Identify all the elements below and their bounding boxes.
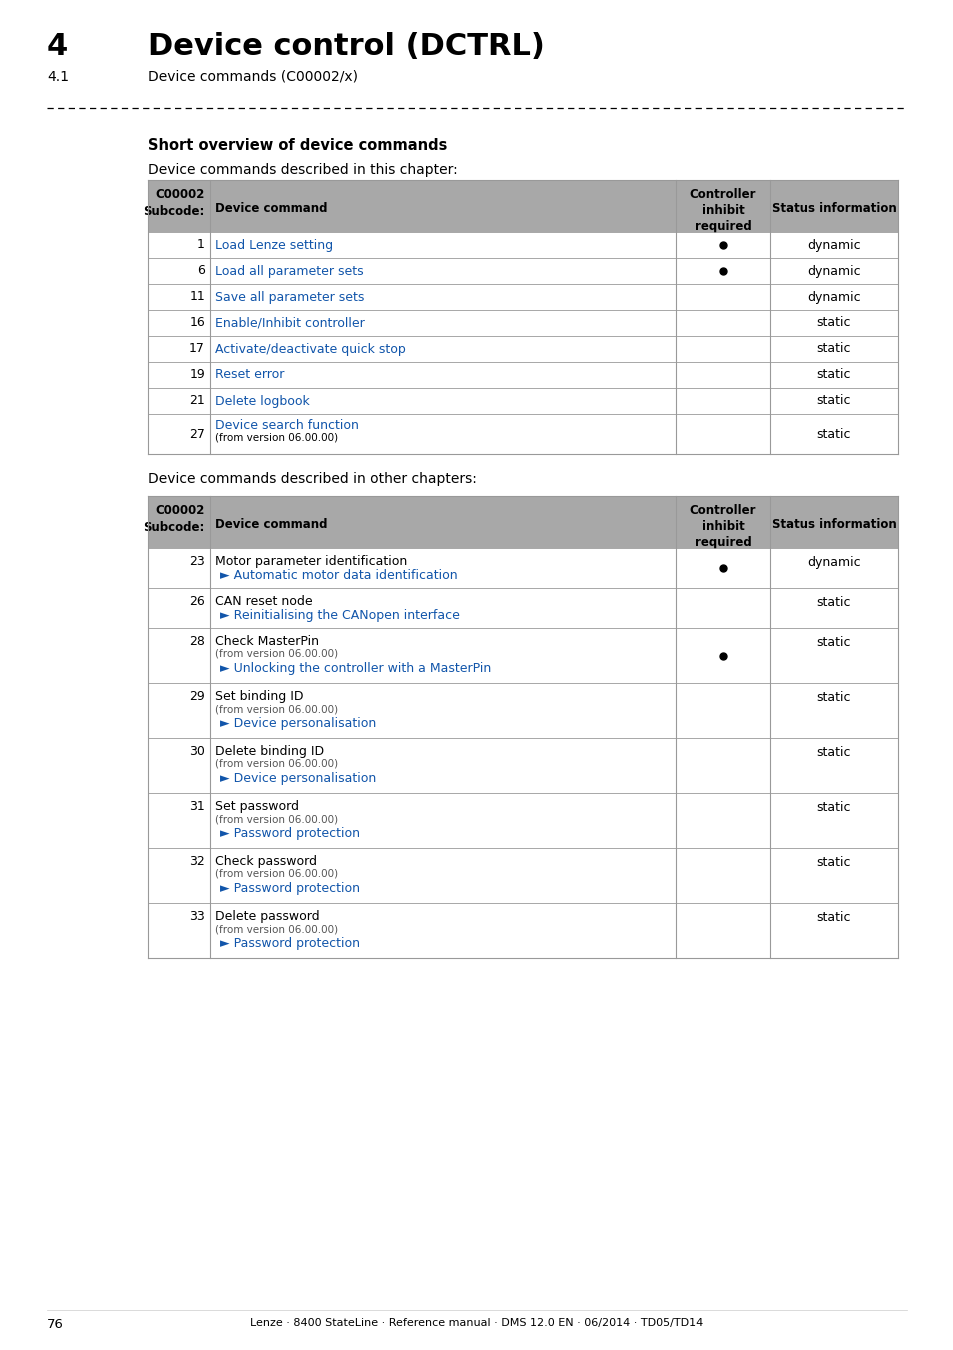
Text: ► Automatic motor data identification: ► Automatic motor data identification bbox=[220, 568, 457, 582]
Text: Delete logbook: Delete logbook bbox=[214, 394, 310, 408]
Text: Check MasterPin: Check MasterPin bbox=[214, 634, 318, 648]
Text: (from version 06.00.00): (from version 06.00.00) bbox=[214, 649, 337, 659]
Text: static: static bbox=[816, 691, 850, 703]
Text: ► Device personalisation: ► Device personalisation bbox=[220, 717, 375, 730]
Text: (from version 06.00.00): (from version 06.00.00) bbox=[214, 433, 337, 443]
Text: dynamic: dynamic bbox=[806, 265, 860, 278]
Text: (from version 06.00.00): (from version 06.00.00) bbox=[214, 814, 337, 824]
Text: dynamic: dynamic bbox=[806, 556, 860, 568]
Text: dynamic: dynamic bbox=[806, 239, 860, 251]
Text: Device commands (C00002/x): Device commands (C00002/x) bbox=[148, 70, 357, 84]
Text: Device commands described in this chapter:: Device commands described in this chapte… bbox=[148, 163, 457, 177]
Text: static: static bbox=[816, 316, 850, 329]
Text: Short overview of device commands: Short overview of device commands bbox=[148, 138, 447, 153]
Text: Check password: Check password bbox=[214, 855, 316, 868]
Text: 27: 27 bbox=[189, 428, 205, 440]
Text: 29: 29 bbox=[189, 690, 205, 703]
Text: 76: 76 bbox=[47, 1318, 64, 1331]
Text: (from version 06.00.00): (from version 06.00.00) bbox=[214, 923, 337, 934]
Text: Save all parameter sets: Save all parameter sets bbox=[214, 290, 364, 304]
Text: Enable/Inhibit controller: Enable/Inhibit controller bbox=[214, 316, 364, 329]
Text: static: static bbox=[816, 428, 850, 440]
Text: static: static bbox=[816, 747, 850, 759]
Text: 19: 19 bbox=[189, 369, 205, 382]
Bar bbox=[148, 495, 897, 548]
Text: C00002
Subcode:: C00002 Subcode: bbox=[144, 504, 205, 535]
Text: Controller
inhibit
required: Controller inhibit required bbox=[689, 504, 756, 549]
Text: static: static bbox=[816, 636, 850, 649]
Text: static: static bbox=[816, 911, 850, 923]
Text: Delete binding ID: Delete binding ID bbox=[214, 745, 324, 757]
Text: static: static bbox=[816, 856, 850, 869]
Text: 4.1: 4.1 bbox=[47, 70, 69, 84]
Text: ► Password protection: ► Password protection bbox=[220, 937, 359, 950]
Text: Device command: Device command bbox=[214, 517, 327, 531]
Text: static: static bbox=[816, 369, 850, 382]
Text: ► Unlocking the controller with a MasterPin: ► Unlocking the controller with a Master… bbox=[220, 662, 491, 675]
Text: CAN reset node: CAN reset node bbox=[214, 595, 313, 608]
Text: 4: 4 bbox=[47, 32, 69, 61]
Text: dynamic: dynamic bbox=[806, 290, 860, 304]
Text: (from version 06.00.00): (from version 06.00.00) bbox=[214, 703, 337, 714]
Text: Device control (DCTRL): Device control (DCTRL) bbox=[148, 32, 544, 61]
Text: 33: 33 bbox=[189, 910, 205, 923]
Text: static: static bbox=[816, 595, 850, 609]
Text: Set password: Set password bbox=[214, 801, 298, 813]
Text: Set binding ID: Set binding ID bbox=[214, 690, 303, 703]
Text: (from version 06.00.00): (from version 06.00.00) bbox=[214, 869, 337, 879]
Text: 21: 21 bbox=[189, 394, 205, 408]
Text: 17: 17 bbox=[189, 343, 205, 355]
Text: 16: 16 bbox=[189, 316, 205, 329]
Text: ► Reinitialising the CANopen interface: ► Reinitialising the CANopen interface bbox=[220, 609, 459, 622]
Text: ► Password protection: ► Password protection bbox=[220, 882, 359, 895]
Text: Device commands described in other chapters:: Device commands described in other chapt… bbox=[148, 472, 476, 486]
Text: C00002
Subcode:: C00002 Subcode: bbox=[144, 188, 205, 217]
Text: Status information: Status information bbox=[771, 517, 896, 531]
Text: 1: 1 bbox=[197, 239, 205, 251]
Text: Activate/deactivate quick stop: Activate/deactivate quick stop bbox=[214, 343, 405, 355]
Text: 23: 23 bbox=[189, 555, 205, 568]
Text: Reset error: Reset error bbox=[214, 369, 284, 382]
Text: 11: 11 bbox=[189, 290, 205, 304]
Text: 30: 30 bbox=[189, 745, 205, 757]
Text: ► Password protection: ► Password protection bbox=[220, 828, 359, 840]
Text: 28: 28 bbox=[189, 634, 205, 648]
Text: Load all parameter sets: Load all parameter sets bbox=[214, 265, 363, 278]
Text: Device search function: Device search function bbox=[214, 418, 358, 432]
Text: 26: 26 bbox=[189, 595, 205, 608]
Text: ► Device personalisation: ► Device personalisation bbox=[220, 772, 375, 784]
Text: Motor parameter identification: Motor parameter identification bbox=[214, 555, 407, 568]
Text: Lenze · 8400 StateLine · Reference manual · DMS 12.0 EN · 06/2014 · TD05/TD14: Lenze · 8400 StateLine · Reference manua… bbox=[250, 1318, 703, 1328]
Bar bbox=[148, 180, 897, 232]
Text: 31: 31 bbox=[189, 801, 205, 813]
Text: static: static bbox=[816, 394, 850, 408]
Text: Controller
inhibit
required: Controller inhibit required bbox=[689, 188, 756, 234]
Text: 6: 6 bbox=[197, 265, 205, 278]
Text: Delete password: Delete password bbox=[214, 910, 319, 923]
Text: (from version 06.00.00): (from version 06.00.00) bbox=[214, 759, 337, 769]
Text: Device command: Device command bbox=[214, 201, 327, 215]
Text: 32: 32 bbox=[189, 855, 205, 868]
Text: static: static bbox=[816, 343, 850, 355]
Text: Status information: Status information bbox=[771, 201, 896, 215]
Text: Load Lenze setting: Load Lenze setting bbox=[214, 239, 333, 251]
Text: static: static bbox=[816, 801, 850, 814]
